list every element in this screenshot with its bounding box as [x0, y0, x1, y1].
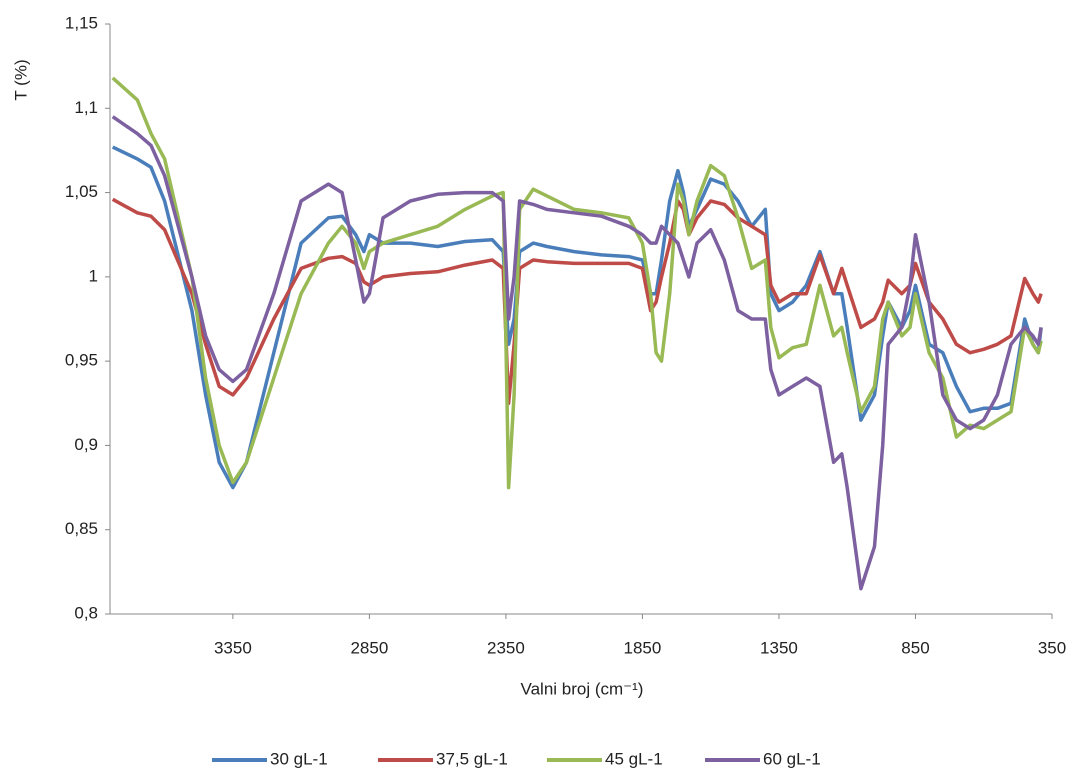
legend-label: 30 gL-1	[270, 749, 328, 768]
x-tick-label: 1350	[760, 638, 798, 657]
y-tick-label: 1,1	[74, 98, 98, 117]
series-line	[111, 76, 1043, 490]
series-line	[111, 197, 1043, 406]
y-tick-label: 0,85	[65, 519, 98, 538]
legend-label: 60 gL-1	[763, 749, 821, 768]
y-tick-label: 1,15	[65, 13, 98, 32]
series-line	[111, 145, 1043, 490]
x-tick-label: 350	[1038, 638, 1066, 657]
x-axis-label: Valni broj (cm⁻¹)	[521, 679, 644, 698]
series-line	[111, 115, 1043, 591]
x-tick-label: 850	[901, 638, 929, 657]
y-tick-label: 0,95	[65, 351, 98, 370]
legend-label: 45 gL-1	[605, 749, 663, 768]
y-axis-label: T (%)	[11, 59, 30, 100]
y-tick-label: 1,05	[65, 182, 98, 201]
x-tick-label: 2350	[487, 638, 525, 657]
y-tick-label: 0,8	[74, 603, 98, 622]
y-tick-label: 1	[89, 266, 98, 285]
x-tick-label: 3350	[214, 638, 252, 657]
y-tick-label: 0,9	[74, 435, 98, 454]
x-tick-label: 1850	[624, 638, 662, 657]
x-tick-label: 2850	[350, 638, 388, 657]
legend-label: 37,5 gL-1	[436, 749, 508, 768]
